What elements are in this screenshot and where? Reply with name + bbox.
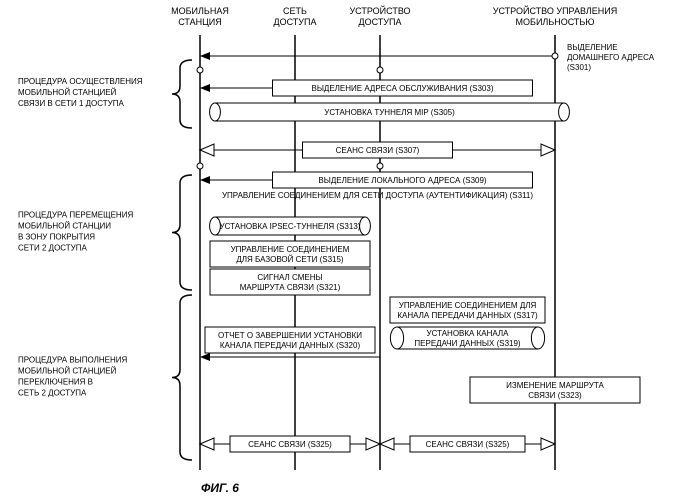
svg-text:СИГНАЛ СМЕНЫ: СИГНАЛ СМЕНЫ [257, 273, 322, 282]
svg-text:СЕТИ 2 ДОСТУПА: СЕТИ 2 ДОСТУПА [18, 244, 88, 253]
svg-text:СЕТЬ: СЕТЬ [283, 6, 307, 16]
svg-text:УПРАВЛЕНИЕ СОЕДИНЕНИЕМ: УПРАВЛЕНИЕ СОЕДИНЕНИЕМ [231, 245, 350, 254]
svg-text:ПРОЦЕДУРА ПЕРЕМЕЩЕНИЯ: ПРОЦЕДУРА ПЕРЕМЕЩЕНИЯ [18, 211, 133, 220]
svg-text:КАНАЛА ПЕРЕДАЧИ ДАННЫХ (S320): КАНАЛА ПЕРЕДАЧИ ДАННЫХ (S320) [220, 341, 361, 350]
svg-text:СЕАНС СВЯЗИ (S325): СЕАНС СВЯЗИ (S325) [426, 440, 510, 449]
svg-text:ДЛЯ БАЗОВОЙ СЕТИ (S315): ДЛЯ БАЗОВОЙ СЕТИ (S315) [236, 255, 344, 264]
svg-text:ВЫДЕЛЕНИЕ АДРЕСА ОБСЛУЖИВАНИЯ: ВЫДЕЛЕНИЕ АДРЕСА ОБСЛУЖИВАНИЯ (S303) [311, 84, 493, 93]
svg-text:МОБИЛЬНОЙ СТАНЦИЕЙ: МОБИЛЬНОЙ СТАНЦИЕЙ [18, 367, 117, 376]
svg-text:МОБИЛЬНОЙ СТАНЦИИ: МОБИЛЬНОЙ СТАНЦИИ [18, 222, 111, 231]
svg-text:ДОМАШНЕГО АДРЕСА: ДОМАШНЕГО АДРЕСА [567, 53, 655, 62]
svg-text:(S301): (S301) [567, 63, 591, 72]
svg-text:МАРШРУТА СВЯЗИ (S321): МАРШРУТА СВЯЗИ (S321) [240, 283, 341, 292]
svg-text:ВЫДЕЛЕНИЕ: ВЫДЕЛЕНИЕ [567, 43, 618, 52]
svg-text:МОБИЛЬНОЙ СТАНЦИЕЙ: МОБИЛЬНОЙ СТАНЦИЕЙ [18, 88, 117, 97]
svg-text:СВЯЗИ (S323): СВЯЗИ (S323) [528, 391, 582, 400]
svg-text:УСТАНОВКА IPSEC-ТУННЕЛЯ (S313): УСТАНОВКА IPSEC-ТУННЕЛЯ (S313) [220, 222, 361, 231]
svg-text:ПЕРЕКЛЮЧЕНИЯ В: ПЕРЕКЛЮЧЕНИЯ В [18, 378, 93, 387]
svg-text:ДОСТУПА: ДОСТУПА [274, 17, 317, 27]
svg-text:СЕАНС СВЯЗИ (S325): СЕАНС СВЯЗИ (S325) [248, 440, 332, 449]
svg-text:ОТЧЕТ О ЗАВЕРШЕНИИ УСТАНОВКИ: ОТЧЕТ О ЗАВЕРШЕНИИ УСТАНОВКИ [218, 331, 362, 340]
svg-text:УСТРОЙСТВО: УСТРОЙСТВО [349, 5, 410, 16]
svg-text:УСТРОЙСТВО УПРАВЛЕНИЯ: УСТРОЙСТВО УПРАВЛЕНИЯ [493, 5, 617, 16]
svg-text:КАНАЛА ПЕРЕДАЧИ ДАННЫХ (S317): КАНАЛА ПЕРЕДАЧИ ДАННЫХ (S317) [397, 311, 538, 320]
svg-text:СТАНЦИЯ: СТАНЦИЯ [178, 17, 222, 27]
svg-text:ПРОЦЕДУРА ВЫПОЛНЕНИЯ: ПРОЦЕДУРА ВЫПОЛНЕНИЯ [18, 356, 128, 365]
svg-text:СЕАНС СВЯЗИ (S307): СЕАНС СВЯЗИ (S307) [336, 146, 420, 155]
svg-text:МОБИЛЬНОСТЬЮ: МОБИЛЬНОСТЬЮ [516, 17, 595, 27]
svg-text:УПРАВЛЕНИЕ СОЕДИНЕНИЕМ ДЛЯ: УПРАВЛЕНИЕ СОЕДИНЕНИЕМ ДЛЯ СЕТИ ДОСТУПА … [222, 191, 533, 200]
svg-text:ИЗМЕНЕНИЕ МАРШРУТА: ИЗМЕНЕНИЕ МАРШРУТА [506, 381, 604, 390]
svg-text:В ЗОНУ ПОКРЫТИЯ: В ЗОНУ ПОКРЫТИЯ [18, 233, 95, 242]
svg-text:СЕТЬ 2 ДОСТУПА: СЕТЬ 2 ДОСТУПА [18, 389, 87, 398]
svg-text:УПРАВЛЕНИЕ СОЕДИНЕНИЕМ ДЛЯ: УПРАВЛЕНИЕ СОЕДИНЕНИЕМ ДЛЯ [399, 301, 537, 310]
svg-text:ВЫДЕЛЕНИЕ ЛОКАЛЬНОГО АДРЕСА (S: ВЫДЕЛЕНИЕ ЛОКАЛЬНОГО АДРЕСА (S309) [318, 176, 487, 185]
svg-text:СВЯЗИ В СЕТИ 1 ДОСТУПА: СВЯЗИ В СЕТИ 1 ДОСТУПА [18, 99, 125, 108]
svg-text:МОБИЛЬНАЯ: МОБИЛЬНАЯ [171, 6, 229, 16]
svg-text:ФИГ. 6: ФИГ. 6 [201, 481, 239, 495]
svg-text:ПРОЦЕДУРА ОСУЩЕСТВЛЕНИЯ: ПРОЦЕДУРА ОСУЩЕСТВЛЕНИЯ [18, 77, 143, 86]
svg-text:ПЕРЕДАЧИ ДАННЫХ (S319): ПЕРЕДАЧИ ДАННЫХ (S319) [414, 339, 520, 348]
svg-text:УСТАНОВКА КАНАЛА: УСТАНОВКА КАНАЛА [427, 329, 510, 338]
svg-text:ДОСТУПА: ДОСТУПА [359, 17, 402, 27]
svg-text:УСТАНОВКА ТУННЕЛЯ MIP (S305): УСТАНОВКА ТУННЕЛЯ MIP (S305) [324, 108, 455, 117]
